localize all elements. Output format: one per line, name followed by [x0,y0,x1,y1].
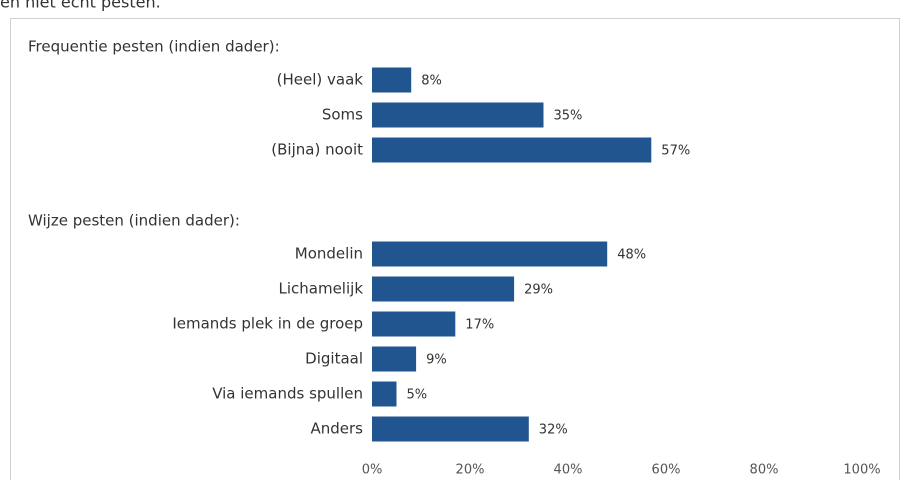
y-tick-label: Iemands plek in de groep [172,315,363,333]
chart-frame [10,18,900,480]
x-tick-label: 60% [652,463,681,478]
bar [372,137,652,163]
data-label: 9% [426,353,447,368]
y-tick-label: (Heel) vaak [277,71,364,89]
y-tick-label: Lichamelijk [279,280,364,298]
bar [372,102,544,128]
bar [372,67,412,93]
y-tick-label: Mondelin [295,245,363,263]
data-label: 29% [524,283,553,298]
data-label: 8% [421,74,442,89]
x-tick-label: 80% [750,463,779,478]
group-title: Wijze pesten (indien dader): [28,212,240,230]
bar [372,346,417,372]
y-tick-label: Soms [322,106,363,124]
y-tick-label: Digitaal [305,350,363,368]
data-label: 32% [539,423,568,438]
y-tick-label: Via iemands spullen [212,385,363,403]
data-label: 35% [554,109,583,124]
bar [372,416,529,442]
y-tick-label: (Bijna) nooit [271,141,363,159]
data-label: 57% [661,144,690,159]
subtitle: en niet echt pesten. [0,0,161,12]
y-tick-label: Anders [311,420,364,438]
group-title: Frequentie pesten (indien dader): [28,38,280,56]
x-tick-label: 40% [554,463,583,478]
bar [372,311,456,337]
bar [372,276,515,302]
data-label: 17% [465,318,494,333]
bar [372,241,608,267]
data-label: 48% [617,248,646,263]
x-tick-label: 20% [456,463,485,478]
x-tick-label: 0% [362,463,383,478]
data-label: 5% [407,388,428,403]
bar [372,381,397,407]
x-tick-label: 100% [843,463,880,478]
